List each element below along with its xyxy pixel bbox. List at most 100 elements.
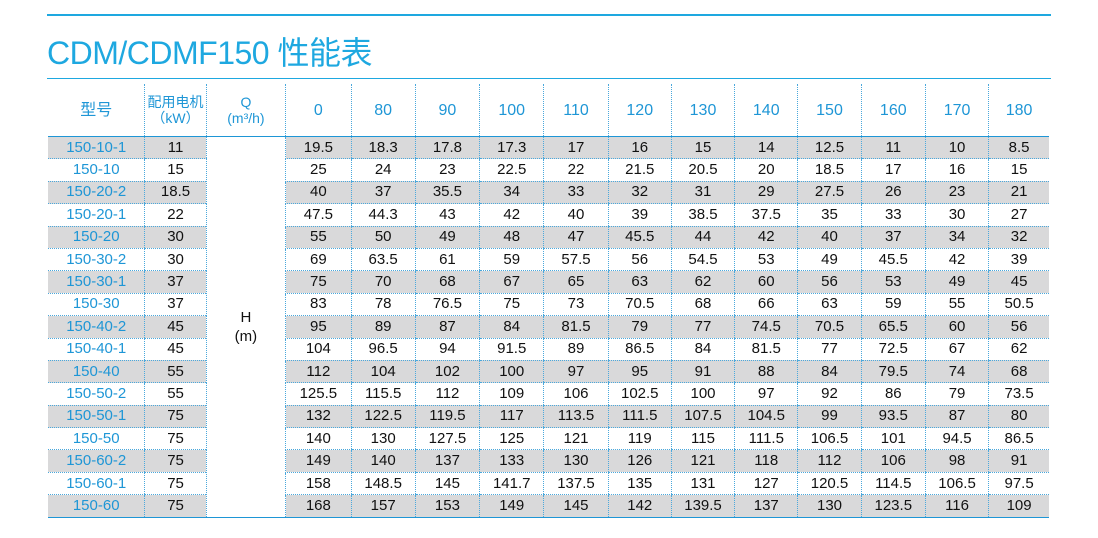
- head-value-cell: 20: [734, 158, 798, 182]
- head-value-cell: 158: [285, 472, 352, 496]
- head-value-cell: 102: [414, 360, 480, 384]
- head-value-cell: 65: [543, 270, 609, 294]
- head-value-cell: 139.5: [670, 494, 735, 518]
- head-value-cell: 27.5: [797, 181, 862, 205]
- head-value-cell: 17.3: [479, 136, 544, 160]
- head-value-cell: 45: [988, 270, 1049, 294]
- power-cell: 15: [144, 158, 207, 182]
- head-value-cell: 49: [797, 248, 862, 272]
- head-value-cell: 30: [924, 203, 989, 227]
- table-row: 150-40-2 45 95 89 87 84 81.5 79 77 74.5 70.5 65.5 60…: [48, 315, 1049, 339]
- head-value-cell: 97.5: [988, 472, 1049, 496]
- header-flow-value: 90: [414, 84, 480, 137]
- model-cell: 150-30-2: [48, 248, 145, 272]
- head-value-cell: 60: [924, 315, 989, 339]
- head-value-cell: 94: [414, 338, 480, 361]
- head-value-cell: 62: [670, 270, 735, 294]
- head-value-cell: 62: [988, 338, 1049, 361]
- head-value-cell: 33: [543, 181, 609, 205]
- power-cell: 75: [144, 405, 207, 429]
- head-value-cell: 44.3: [350, 203, 416, 227]
- head-value-cell: 22.5: [479, 158, 544, 182]
- table-row: 150-60-2 75 149 140 137 133 130 126 121 118 112 106…: [48, 449, 1049, 473]
- top-rule: [47, 14, 1051, 16]
- head-value-cell: 50.5: [988, 293, 1049, 317]
- head-value-cell: 39: [607, 203, 672, 227]
- head-value-cell: 68: [670, 293, 735, 317]
- model-cell: 150-40: [48, 360, 145, 384]
- head-value-cell: 106: [860, 449, 926, 473]
- head-value-cell: 93.5: [860, 405, 926, 429]
- head-value-cell: 81.5: [543, 315, 609, 339]
- head-value-cell: 68: [414, 270, 480, 294]
- table-row: 150-50-1 75 132 122.5 119.5 117 113.5 111.5 107.…: [48, 405, 1049, 429]
- head-value-cell: 81.5: [734, 338, 798, 361]
- head-value-cell: 35.5: [414, 181, 480, 205]
- head-value-cell: 112: [797, 449, 862, 473]
- head-value-cell: 42: [734, 226, 798, 249]
- head-value-cell: 106: [543, 382, 609, 406]
- head-value-cell: 37.5: [734, 203, 798, 227]
- model-cell: 150-20-2: [48, 181, 145, 205]
- head-value-cell: 102.5: [607, 382, 672, 406]
- head-value-cell: 16: [607, 136, 672, 160]
- head-value-cell: 84: [670, 338, 735, 361]
- head-value-cell: 83: [285, 293, 352, 317]
- head-value-cell: 8.5: [988, 136, 1049, 160]
- power-cell: 75: [144, 472, 207, 496]
- head-value-cell: 32: [988, 226, 1049, 249]
- head-value-cell: 68: [988, 360, 1049, 384]
- power-cell: 30: [144, 248, 207, 272]
- head-value-cell: 56: [607, 248, 672, 272]
- head-value-cell: 40: [797, 226, 862, 249]
- head-value-cell: 95: [607, 360, 672, 384]
- table-row: 150-20-1 22 47.5 44.3 43 42 40 39 38.5 37.5 35 33 30…: [48, 203, 1049, 227]
- head-value-cell: 31: [670, 181, 735, 205]
- head-value-cell: 87: [924, 405, 989, 429]
- head-value-cell: 145: [543, 494, 609, 518]
- table-row: 150-30 37 83 78 76.5 75 73 70.5 68 66 63 59 55 50.5: [48, 293, 1049, 317]
- power-cell: 55: [144, 360, 207, 384]
- head-value-cell: 140: [350, 449, 416, 473]
- head-value-cell: 135: [607, 472, 672, 496]
- head-value-cell: 97: [734, 382, 798, 406]
- header-flow-value: 180: [988, 84, 1049, 137]
- head-value-cell: 120.5: [797, 472, 862, 496]
- table-row: 150-30-2 30 69 63.5 61 59 57.5 56 54.5 53 49 45.5 42…: [48, 248, 1049, 272]
- head-value-cell: 104: [350, 360, 416, 384]
- head-value-cell: 92: [797, 382, 862, 406]
- head-value-cell: 89: [350, 315, 416, 339]
- header-power-line2: （kW）: [151, 110, 200, 126]
- model-cell: 150-60: [48, 494, 145, 518]
- head-value-cell: 53: [734, 248, 798, 272]
- head-value-cell: 106.5: [924, 472, 989, 496]
- head-value-cell: 70.5: [607, 293, 672, 317]
- table-row: 150-10-1 11 H (m) 19.5 18.3 17.8 17.3 17 16 15 14 12…: [48, 136, 1049, 518]
- table-row: 150-10 15 25 24 23 22.5 22 21.5 20.5 20 18.5 17 16 15: [48, 158, 1049, 182]
- head-value-cell: 34: [924, 226, 989, 249]
- model-cell: 150-20-1: [48, 203, 145, 227]
- head-value-cell: 75: [285, 270, 352, 294]
- head-value-cell: 14: [734, 136, 798, 160]
- head-value-cell: 121: [670, 449, 735, 473]
- head-value-cell: 47: [543, 226, 609, 249]
- head-value-cell: 60: [734, 270, 798, 294]
- table-body: 150-10-1 11 H (m) 19.5 18.3 17.8 17.3 17 16 15 14 12…: [48, 136, 1049, 518]
- head-value-cell: 21.5: [607, 158, 672, 182]
- head-value-cell: 55: [924, 293, 989, 317]
- header-flow-value: 110: [543, 84, 609, 137]
- head-value-cell: 132: [285, 405, 352, 429]
- power-cell: 37: [144, 293, 207, 317]
- head-value-cell: 137: [734, 494, 798, 518]
- header-flow-line2: (m³/h): [227, 110, 265, 126]
- table-row: 150-30-1 37 75 70 68 67 65 63 62 60 56 53 49 45: [48, 270, 1049, 294]
- head-value-cell: 113.5: [543, 405, 609, 429]
- head-value-cell: 72.5: [860, 338, 926, 361]
- head-value-cell: 109: [479, 382, 544, 406]
- model-cell: 150-10-1: [48, 136, 145, 160]
- header-flow: Q (m³/h): [205, 84, 286, 137]
- head-value-cell: 15: [988, 158, 1049, 182]
- model-cell: 150-30-1: [48, 270, 145, 294]
- head-value-cell: 12.5: [797, 136, 862, 160]
- head-value-cell: 11: [860, 136, 926, 160]
